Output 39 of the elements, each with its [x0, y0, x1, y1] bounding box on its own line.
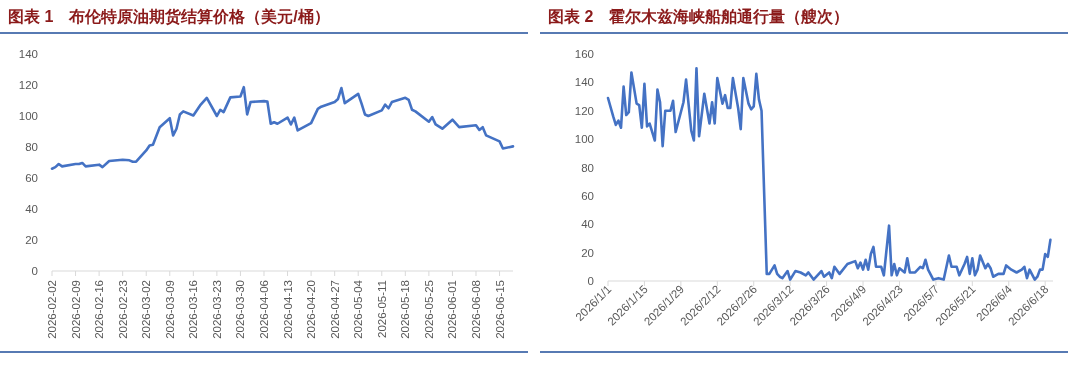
y-tick-label: 140 [18, 48, 38, 60]
y-tick-label: 0 [587, 275, 594, 287]
y-tick-label: 20 [25, 234, 38, 246]
x-tick-label: 2026-04-20 [305, 280, 318, 339]
x-tick-label: 2026-04-27 [328, 280, 341, 339]
y-tick-label: 120 [18, 79, 38, 91]
x-tick-label: 2026-06-08 [469, 280, 482, 339]
x-tick-label: 2026-03-30 [234, 280, 247, 339]
y-tick-label: 160 [574, 48, 594, 60]
x-tick-label: 2026-02-16 [93, 280, 106, 339]
x-tick-label: 2026-02-23 [116, 280, 129, 339]
y-tick-label: 40 [25, 203, 38, 215]
y-tick-label: 140 [574, 76, 594, 89]
x-tick-label: 2026-02-09 [69, 280, 82, 339]
y-tick-label: 0 [31, 265, 38, 277]
x-tick-label: 2026-03-16 [187, 280, 200, 339]
x-tick-label: 2026-05-18 [399, 280, 412, 339]
y-tick-label: 80 [581, 161, 594, 174]
x-tick-label: 2026-03-09 [163, 280, 176, 339]
x-tick-label: 2026-05-25 [422, 280, 435, 339]
y-tick-label: 40 [581, 218, 594, 231]
x-tick-label: 2026-04-06 [257, 280, 270, 339]
chart-title: 图表 1 布伦特原油期货结算价格（美元/桶） [8, 7, 330, 26]
y-tick-label: 120 [574, 104, 594, 117]
x-tick-label: 2026-06-01 [446, 280, 459, 339]
x-tick-label: 2026-06-15 [493, 280, 506, 339]
x-tick-label: 2026-05-11 [375, 280, 388, 338]
x-tick-label: 2026-03-23 [210, 280, 223, 339]
x-tick-label: 2026-04-13 [281, 280, 294, 339]
y-tick-label: 80 [25, 141, 38, 153]
y-tick-label: 100 [574, 133, 594, 146]
x-tick-label: 2026-02-02 [46, 280, 58, 339]
x-tick-label: 2026-03-02 [140, 280, 153, 339]
y-tick-label: 100 [18, 110, 38, 122]
x-tick-label: 2026-05-04 [352, 279, 365, 339]
chart-title: 图表 2 霍尔木兹海峡船舶通行量（艘次） [548, 8, 850, 26]
y-tick-label: 60 [25, 172, 38, 184]
y-tick-label: 60 [581, 189, 594, 202]
y-tick-label: 20 [581, 246, 594, 259]
